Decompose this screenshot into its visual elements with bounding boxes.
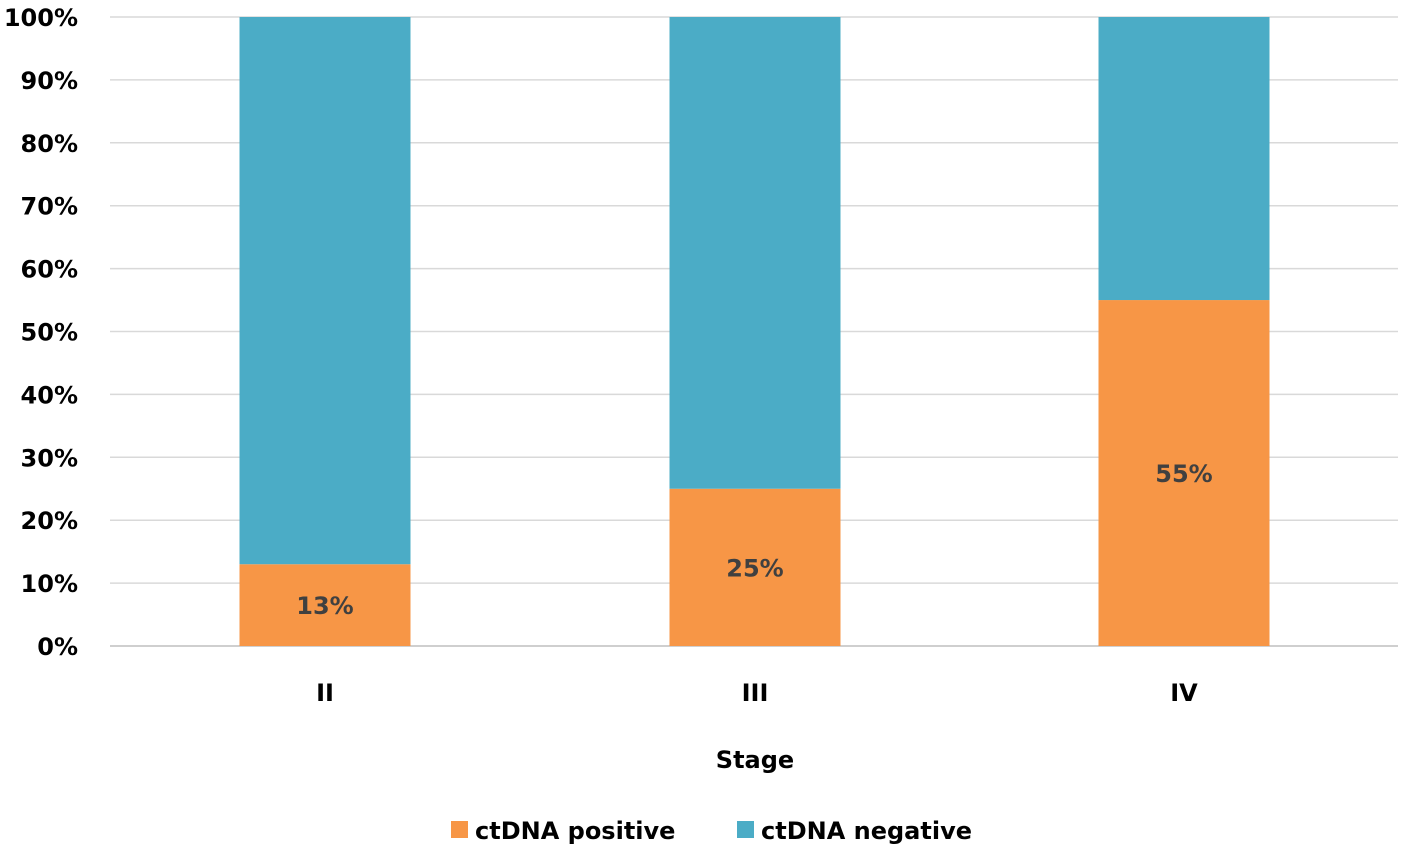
- data-label-II: 13%: [296, 592, 353, 620]
- y-tick-label: 50%: [21, 319, 78, 347]
- bar-segment-negative-III: [669, 17, 841, 489]
- x-axis-title: Stage: [716, 746, 794, 774]
- x-axis-ticks: II III IV: [316, 679, 1198, 707]
- y-tick-label: 70%: [21, 193, 78, 221]
- bar-segment-negative-II: [239, 17, 411, 565]
- bars: 13% 25% 55%: [239, 17, 1270, 646]
- y-tick-label: 60%: [21, 256, 78, 284]
- y-axis-ticks: 0% 10% 20% 30% 40% 50% 60% 70% 80% 90% 100%: [4, 4, 78, 661]
- legend-swatch-positive: [451, 821, 468, 838]
- y-tick-label: 40%: [21, 381, 78, 409]
- y-tick-label: 90%: [21, 67, 78, 95]
- y-tick-label: 10%: [21, 570, 78, 598]
- y-tick-label: 20%: [21, 507, 78, 535]
- y-tick-label: 80%: [21, 130, 78, 158]
- x-tick-label-III: III: [742, 679, 769, 707]
- legend: ctDNA positive ctDNA negative: [451, 817, 972, 845]
- y-tick-label: 30%: [21, 444, 78, 472]
- x-tick-label-IV: IV: [1170, 679, 1198, 707]
- bar-segment-negative-IV: [1098, 17, 1270, 301]
- y-tick-label: 0%: [37, 633, 78, 661]
- bar-segment-positive-IV: [1098, 300, 1270, 646]
- legend-label-negative: ctDNA negative: [761, 817, 972, 845]
- data-label-IV: 55%: [1155, 460, 1212, 488]
- legend-swatch-negative: [737, 821, 754, 838]
- legend-label-positive: ctDNA positive: [475, 817, 675, 845]
- bar-segment-positive-II: [239, 564, 411, 646]
- data-label-III: 25%: [726, 554, 783, 582]
- x-tick-label-II: II: [316, 679, 334, 707]
- y-tick-label: 100%: [4, 4, 78, 32]
- bar-segment-positive-III: [669, 488, 841, 646]
